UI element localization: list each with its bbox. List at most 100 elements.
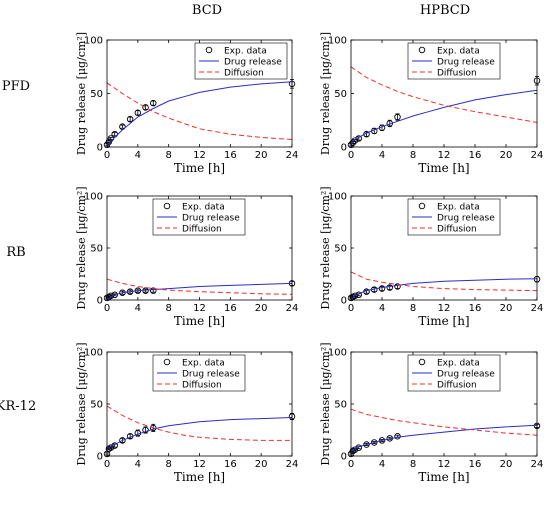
row-header-pfd: PFD [2, 79, 30, 94]
y-tick-label: 100 [84, 348, 103, 359]
x-tick-label: 4 [379, 150, 385, 161]
drug-release-line [350, 89, 538, 148]
data-point [142, 104, 149, 111]
x-tick-label: 12 [438, 303, 451, 314]
diffusion-line [350, 271, 538, 292]
y-axis-label: Drug release [μg/cm²] [319, 186, 332, 309]
x-tick-label: 0 [104, 150, 110, 161]
legend-marker-exp-data [418, 358, 426, 366]
legend-label: Diffusion [182, 225, 222, 235]
legend-label: Exp. data [437, 359, 480, 369]
x-tick-label: 0 [104, 459, 110, 470]
legend-label: Diffusion [437, 225, 477, 235]
y-axis-label: Drug release [μg/cm²] [319, 32, 332, 155]
data-marker [351, 137, 359, 144]
y-tick-label: 50 [334, 400, 347, 411]
data-marker [394, 283, 401, 290]
x-tick-label: 16 [224, 150, 237, 161]
x-tick-label: 0 [348, 150, 354, 161]
x-tick-label: 4 [135, 303, 141, 314]
data-point [126, 115, 134, 123]
legend-label: Drug release [224, 58, 282, 68]
y-axis-label: Drug release [μg/cm²] [319, 342, 332, 465]
y-axis-label: Drug release [μg/cm²] [75, 186, 88, 309]
drug-release-line [106, 81, 293, 148]
x-tick-label: 20 [500, 303, 513, 314]
x-tick-label: 16 [469, 150, 482, 161]
y-tick-label: 50 [334, 89, 347, 100]
diffusion-line [106, 278, 293, 295]
x-tick-label: 8 [410, 150, 416, 161]
data-marker [386, 284, 394, 291]
x-tick-label: 20 [255, 459, 268, 470]
legend-label: Diffusion [437, 381, 477, 391]
diffusion-line [106, 405, 292, 441]
row-header-kr12: KR-12 [0, 399, 36, 414]
diffusion-line [350, 66, 538, 123]
x-tick-label: 8 [165, 303, 171, 314]
column-header-hpbcd: HPBCD [420, 3, 470, 18]
data-marker [394, 113, 401, 121]
x-axis-label: Time [h] [418, 314, 469, 328]
panel-pfd-bcd: 0 4 8 12 16 20 24 0 50 100 Time [h] Drug release [μ… [75, 32, 298, 175]
data-marker [119, 437, 126, 444]
data-marker [363, 441, 370, 448]
panel-rb-hpbcd: 0 4 8 12 16 20 24 0 50 100 Time [h] Drug release [μ… [319, 186, 543, 328]
x-tick-label: 12 [193, 150, 206, 161]
data-point [386, 284, 394, 291]
legend-marker-exp-data [418, 46, 426, 54]
legend-label: Diffusion [182, 381, 222, 391]
data-marker [351, 446, 359, 454]
y-tick-label: 0 [97, 452, 103, 463]
panel-kr-12-hpbcd: 0 4 8 12 16 20 24 0 50 100 Time [h] Drug release [μ… [319, 342, 543, 484]
x-tick-label: 4 [135, 150, 141, 161]
legend-label: Drug release [182, 370, 240, 380]
y-tick-label: 0 [97, 143, 103, 154]
legend-label: Diffusion [224, 69, 264, 79]
y-tick-label: 0 [341, 143, 347, 154]
panel-rb-bcd: 0 4 8 12 16 20 24 0 50 100 Time [h] Drug release [μ… [75, 186, 298, 328]
x-tick-label: 24 [531, 459, 544, 470]
legend-label: Exp. data [224, 47, 267, 57]
x-tick-label: 24 [286, 150, 299, 161]
data-marker [349, 139, 357, 146]
data-point [134, 109, 142, 117]
data-marker [149, 287, 157, 294]
x-axis-label: Time [h] [174, 470, 225, 484]
legend-label: Exp. data [437, 203, 480, 213]
y-tick-label: 0 [341, 452, 347, 463]
x-tick-label: 16 [469, 459, 482, 470]
drug-release-line [106, 417, 293, 450]
y-tick-label: 100 [84, 36, 103, 47]
y-tick-label: 50 [90, 89, 103, 100]
x-tick-label: 20 [255, 150, 268, 161]
legend-label: Diffusion [437, 69, 477, 79]
y-tick-label: 0 [97, 296, 103, 307]
row-header-rb: RB [6, 245, 25, 260]
legend-label: Exp. data [182, 359, 225, 369]
legend-label: Drug release [437, 370, 495, 380]
x-tick-label: 8 [165, 459, 171, 470]
data-marker [142, 104, 149, 111]
legend-label: Exp. data [437, 47, 480, 57]
y-tick-label: 50 [90, 244, 103, 255]
legend-label: Drug release [182, 214, 240, 224]
data-marker [149, 99, 157, 107]
drug-release-line [350, 278, 538, 301]
x-tick-label: 4 [135, 459, 141, 470]
data-point [149, 99, 157, 107]
x-tick-label: 0 [104, 303, 110, 314]
data-marker [142, 426, 149, 434]
x-tick-label: 0 [348, 459, 354, 470]
x-tick-label: 0 [348, 303, 354, 314]
x-tick-label: 20 [255, 303, 268, 314]
data-marker [371, 439, 378, 446]
panel-pfd-hpbcd: 0 4 8 12 16 20 24 0 50 100 Time [h] Drug release [μ… [319, 32, 543, 175]
